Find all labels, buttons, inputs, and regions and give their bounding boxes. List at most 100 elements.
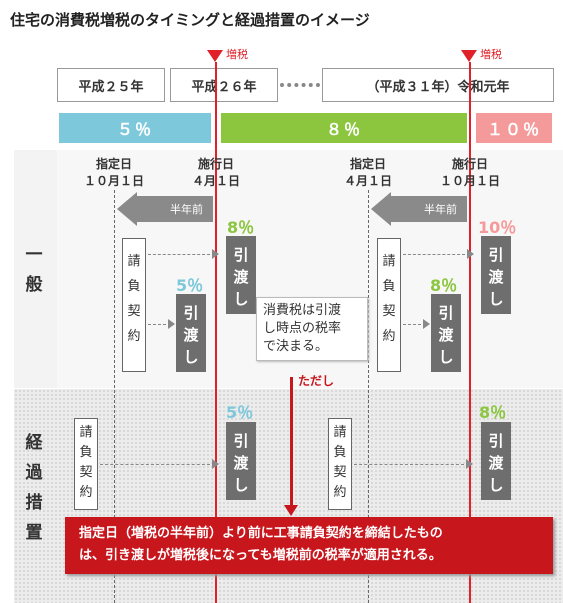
handover-box-t1-5: 引 渡 し — [226, 422, 256, 500]
handover-char: し — [438, 348, 454, 366]
contract-char: 負 — [127, 279, 141, 294]
callout-tax-at-handover: 消費税は引渡 し時点の税率 で決まる。 — [256, 297, 368, 361]
era-h25-label: 平成２５年 — [78, 79, 144, 95]
arrowhead-t2-icon — [466, 459, 473, 469]
hike-tag-1: 増税 — [226, 48, 248, 61]
designated-date-1: 指定日 １０月１日 — [74, 156, 154, 190]
rate-bar-8: ８％ — [221, 113, 467, 143]
side-char: 般 — [25, 275, 43, 295]
side-char: 経 — [25, 433, 43, 453]
era-h26: 平成２６年 — [170, 68, 278, 102]
handover-char: 渡 — [488, 454, 504, 472]
era-h25: 平成２５年 — [57, 68, 165, 102]
handover-char: 渡 — [438, 326, 454, 344]
half-year-arrow-2-icon — [371, 192, 391, 226]
hike-marker-1-icon — [207, 50, 223, 62]
contract-char: 負 — [333, 445, 347, 460]
contract-char: 請 — [79, 425, 93, 440]
hike-line-1 — [215, 62, 217, 603]
designated-line-1 — [114, 190, 115, 603]
contract-box-transition-1: 請 負 契 約 — [74, 418, 98, 510]
contract-char: 請 — [127, 254, 141, 269]
however-arrow-head-icon — [284, 505, 298, 516]
era-h26-label: 平成２６年 — [191, 79, 257, 95]
handover-char: 渡 — [233, 454, 249, 472]
effective-head-2: 施行日 — [451, 157, 488, 171]
pct-10-general: 10％ — [478, 218, 517, 237]
contract-char: 請 — [333, 425, 347, 440]
contract-box-transition-2: 請 負 契 約 — [328, 418, 352, 510]
pct-8-general-2: 8％ — [430, 276, 458, 295]
callout-line: で決まる。 — [263, 339, 329, 354]
handover-char: 渡 — [183, 326, 199, 344]
contract-char: 約 — [333, 485, 347, 500]
dashed-arrow-g1a — [148, 254, 210, 255]
arrowhead-g1b-icon — [168, 319, 175, 329]
handover-box-t2-8: 引 渡 し — [481, 422, 511, 500]
rate-10-label: １０％ — [486, 120, 541, 139]
handover-char: 渡 — [233, 268, 249, 286]
handover-box-g1-5: 引 渡 し — [176, 294, 206, 372]
side-char: 過 — [25, 463, 43, 483]
contract-box-general-1: 請 負 契 約 — [122, 238, 146, 372]
contract-char: 負 — [79, 445, 93, 460]
handover-box-g2-8: 引 渡 し — [431, 294, 461, 372]
designated-head-1: 指定日 — [95, 157, 132, 171]
contract-char: 契 — [382, 304, 396, 319]
contract-char: 約 — [127, 329, 141, 344]
side-label-transition: 経 過 措 置 — [14, 428, 54, 548]
contract-char: 契 — [333, 465, 347, 480]
callout-line: し時点の税率 — [263, 321, 342, 336]
dashed-arrow-g2b — [403, 324, 421, 325]
hike-tag-2: 増税 — [480, 48, 502, 61]
effective-day-2: １０月１日 — [439, 174, 500, 188]
effective-day-1: ４月１日 — [191, 174, 240, 188]
rate-8-label: ８％ — [325, 120, 362, 139]
notice-line-1: 指定日（増税の半年前）より前に工事請負契約を締結したもの — [79, 526, 443, 541]
era-r1-label: （平成３１年）令和元年 — [366, 79, 510, 95]
contract-char: 約 — [382, 329, 396, 344]
handover-char: 引 — [183, 304, 199, 322]
contract-char: 請 — [382, 254, 396, 269]
rate-5-label: ５％ — [116, 120, 153, 139]
arrowhead-t1-icon — [212, 459, 219, 469]
page-title: 住宅の消費税増税のタイミングと経過措置のイメージ — [10, 11, 370, 29]
dashed-arrow-t2 — [354, 464, 464, 465]
handover-char: 引 — [488, 246, 504, 264]
contract-char: 負 — [382, 279, 396, 294]
effective-date-2: 施行日 １０月１日 — [430, 156, 510, 190]
era-ellipsis — [280, 83, 320, 87]
half-year-arrow-1-icon — [117, 192, 137, 226]
designated-date-2: 指定日 ４月１日 — [328, 156, 408, 190]
hike-marker-2-icon — [461, 50, 477, 62]
contract-char: 契 — [79, 465, 93, 480]
contract-char: 契 — [127, 304, 141, 319]
designated-day-2: ４月１日 — [343, 174, 392, 188]
handover-char: し — [488, 290, 504, 308]
designated-line-2 — [368, 190, 369, 603]
handover-char: 引 — [438, 304, 454, 322]
side-char: 置 — [25, 523, 43, 543]
era-r1: （平成３１年）令和元年 — [322, 68, 554, 102]
transition-notice: 指定日（増税の半年前）より前に工事請負契約を締結したもの は、引き渡しが増税後に… — [65, 517, 553, 574]
handover-box-g1-8: 引 渡 し — [226, 236, 256, 314]
side-char: 措 — [25, 493, 43, 513]
handover-char: 渡 — [488, 268, 504, 286]
handover-char: 引 — [488, 432, 504, 450]
hike-line-2 — [469, 62, 471, 603]
handover-char: し — [488, 476, 504, 494]
dashed-arrow-t1 — [100, 464, 210, 465]
handover-char: し — [233, 476, 249, 494]
effective-date-1: 施行日 ４月１日 — [176, 156, 256, 190]
handover-char: し — [183, 348, 199, 366]
however-label: ただし — [298, 374, 335, 388]
designated-day-1: １０月１日 — [83, 174, 144, 188]
arrowhead-g1a-icon — [212, 249, 219, 259]
rate-bar-10: １０％ — [476, 113, 552, 143]
effective-head-1: 施行日 — [197, 157, 234, 171]
pct-8-transition: 8％ — [479, 403, 507, 422]
however-arrow-shaft — [290, 377, 293, 507]
half-year-label-2: 半年前 — [424, 203, 457, 216]
pct-5-general: 5％ — [176, 276, 204, 295]
half-year-label-1: 半年前 — [170, 203, 203, 216]
